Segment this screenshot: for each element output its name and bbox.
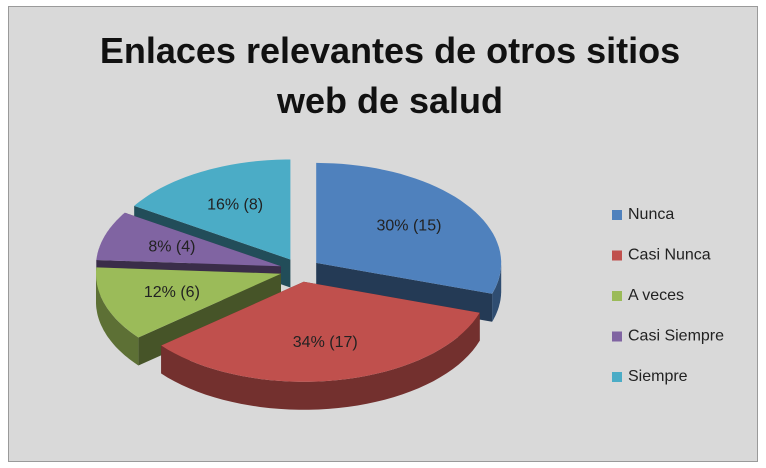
data-label: 8% (4)	[148, 238, 195, 255]
legend-label: Casi Nunca	[628, 247, 711, 264]
slice-wall	[161, 312, 480, 410]
data-label: 34% (17)	[293, 334, 358, 351]
legend-swatch	[612, 210, 622, 220]
legend-swatch	[612, 291, 622, 301]
slice	[316, 162, 502, 294]
data-label: 12% (6)	[144, 284, 200, 301]
slice-wall	[96, 273, 139, 366]
slice	[161, 281, 480, 382]
legend-label: A veces	[628, 287, 684, 304]
legend-swatch	[612, 331, 622, 342]
legend-swatch	[612, 250, 622, 261]
slice	[134, 159, 291, 260]
legend-label: Nunca	[628, 206, 674, 223]
data-label: 30% (15)	[377, 218, 442, 235]
legend-label: Siempre	[628, 368, 688, 385]
data-label: 16% (8)	[207, 196, 263, 213]
slice-wall	[492, 262, 502, 322]
legend-label: Casi Siempre	[628, 328, 724, 345]
chart-title: Enlaces relevantes de otros sitios web d…	[99, 30, 681, 121]
slice	[96, 212, 281, 267]
slice	[96, 267, 281, 338]
legend-swatch	[612, 372, 622, 382]
slice-side	[316, 262, 493, 322]
